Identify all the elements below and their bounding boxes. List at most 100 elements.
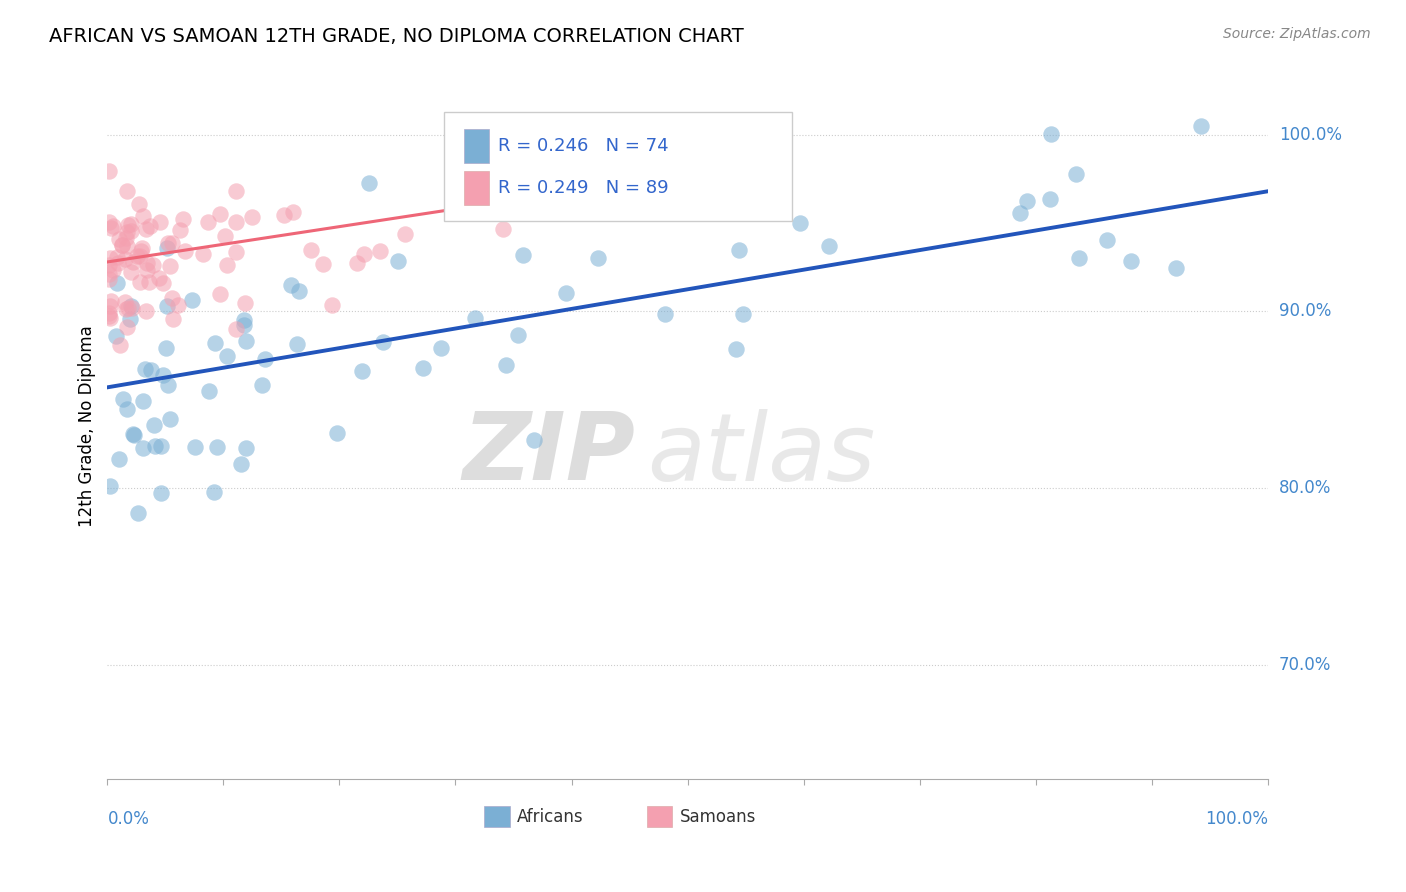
Point [225, 245, 247, 260]
Point [152, 276, 174, 290]
Point [554, 285, 576, 300]
Point [152, 368, 174, 383]
Point [114, 252, 136, 267]
Point [387, 254, 409, 268]
Point [214, 229, 236, 244]
Point [727, 243, 749, 257]
Point [198, 384, 221, 398]
Point [202, 484, 225, 499]
Point [288, 284, 311, 298]
Point [512, 247, 534, 261]
Point [156, 377, 179, 392]
Text: 80.0%: 80.0% [1279, 479, 1331, 497]
Point [121, 301, 143, 316]
Point [233, 313, 256, 327]
Point [100, 294, 122, 309]
Text: 70.0%: 70.0% [1279, 656, 1331, 673]
Point [108, 452, 131, 467]
Point [818, 238, 841, 252]
Point [114, 295, 136, 310]
Point [136, 256, 159, 270]
Point [1008, 206, 1031, 220]
Point [311, 257, 333, 271]
Point [1189, 119, 1212, 133]
Point [208, 287, 231, 301]
Point [141, 363, 163, 377]
Point [143, 417, 166, 432]
Point [217, 349, 239, 363]
Point [98, 309, 121, 323]
Point [159, 412, 181, 426]
Point [464, 310, 486, 325]
Point [105, 329, 128, 343]
Point [1064, 167, 1087, 181]
Point [499, 157, 522, 171]
Point [125, 249, 148, 263]
Point [550, 182, 572, 196]
Point [128, 275, 150, 289]
Bar [464, 171, 489, 205]
Point [167, 298, 190, 312]
Point [447, 168, 470, 182]
Point [429, 341, 451, 355]
Point [444, 186, 467, 201]
Point [105, 276, 128, 290]
Point [357, 176, 380, 190]
Point [412, 361, 434, 376]
Point [148, 271, 170, 285]
Point [160, 235, 183, 250]
Point [215, 258, 238, 272]
Point [321, 298, 343, 312]
Point [149, 439, 172, 453]
Point [157, 235, 180, 250]
Text: Africans: Africans [517, 808, 583, 826]
Bar [647, 806, 672, 828]
Point [346, 256, 368, 270]
Point [353, 247, 375, 261]
Point [676, 183, 699, 197]
Point [394, 227, 416, 241]
Point [128, 196, 150, 211]
Point [1067, 251, 1090, 265]
Point [97, 258, 120, 272]
Point [112, 392, 135, 406]
Point [107, 256, 129, 270]
Point [155, 342, 177, 356]
Point [731, 307, 754, 321]
Y-axis label: 12th Grade, No Diploma: 12th Grade, No Diploma [79, 326, 96, 527]
Point [98, 252, 121, 266]
Point [120, 299, 142, 313]
Point [654, 307, 676, 321]
Text: R = 0.246   N = 74: R = 0.246 N = 74 [498, 136, 669, 154]
Point [273, 208, 295, 222]
Point [184, 441, 207, 455]
Point [105, 250, 128, 264]
Point [108, 338, 131, 352]
Point [180, 293, 202, 308]
Point [252, 377, 274, 392]
Point [98, 215, 121, 229]
Point [495, 359, 517, 373]
Bar [464, 128, 489, 162]
Point [281, 205, 304, 219]
Point [111, 237, 134, 252]
Point [225, 184, 247, 198]
Point [350, 364, 373, 378]
Text: ZIP: ZIP [463, 409, 636, 500]
Text: 90.0%: 90.0% [1279, 302, 1331, 320]
Point [156, 241, 179, 255]
Point [225, 215, 247, 229]
Point [97, 268, 120, 282]
Point [132, 209, 155, 223]
Point [98, 272, 121, 286]
Point [235, 441, 257, 455]
Text: Samoans: Samoans [679, 808, 756, 826]
Point [115, 401, 138, 416]
Point [111, 237, 134, 252]
Point [789, 216, 811, 230]
Point [139, 219, 162, 233]
Point [120, 217, 142, 231]
Point [135, 304, 157, 318]
Point [117, 301, 139, 316]
Point [205, 440, 228, 454]
